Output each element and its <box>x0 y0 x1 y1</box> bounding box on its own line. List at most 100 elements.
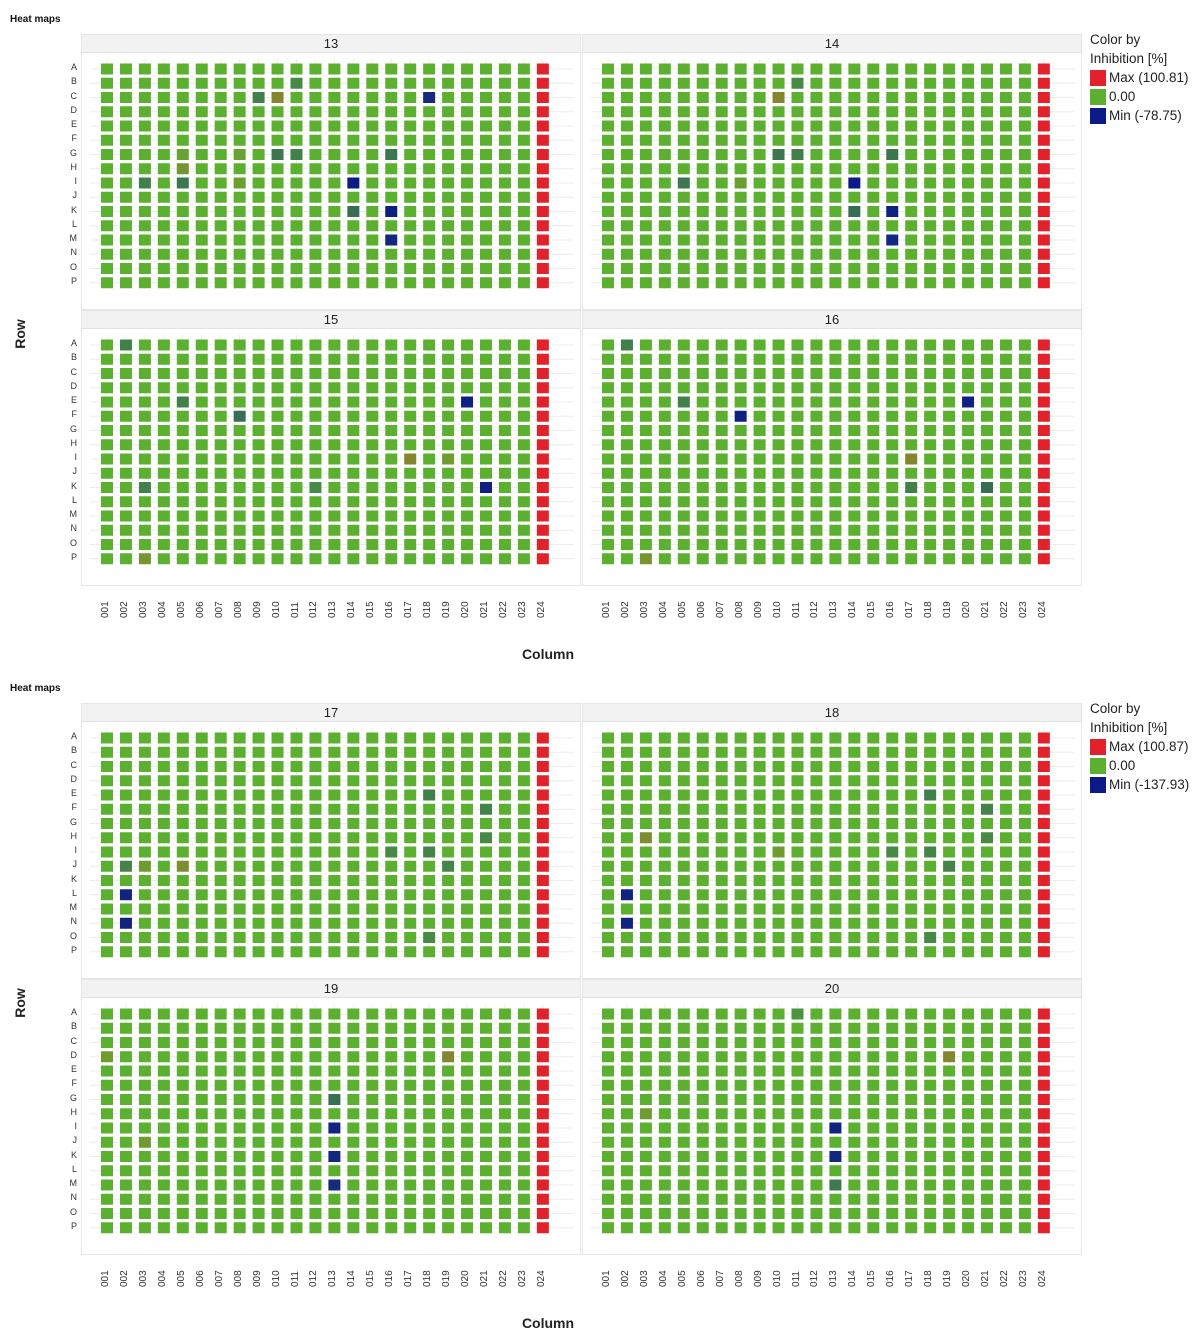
heatmap-cell <box>696 467 709 479</box>
heatmap-cell <box>905 396 918 408</box>
heatmap-cell <box>461 1136 474 1148</box>
heatmap-cell <box>981 946 993 958</box>
heatmap-cell <box>138 818 151 829</box>
heatmap-cell <box>195 482 208 493</box>
heatmap-cell <box>328 860 341 872</box>
heatmap-cell <box>999 524 1012 536</box>
heatmap-cell <box>1018 1193 1031 1205</box>
column-tick-label: 024 <box>535 1270 547 1287</box>
heatmap-cell <box>1018 482 1031 493</box>
heatmap-cell <box>214 832 227 844</box>
heatmap-cell <box>442 789 455 801</box>
heatmap-cell <box>734 803 747 815</box>
heatmap-cell <box>214 234 227 246</box>
heatmap-cell <box>620 1208 633 1219</box>
heatmap-cell <box>696 177 709 189</box>
heatmap-cell <box>886 860 899 872</box>
heatmap-cell <box>753 149 766 160</box>
heatmap-cell <box>101 818 113 829</box>
heatmap-cell <box>696 746 709 758</box>
heatmap-cell <box>696 368 709 379</box>
heatmap-cell <box>999 1179 1012 1191</box>
legend-item-zero: 0.00 <box>1090 756 1202 775</box>
heatmap-cell <box>138 1065 151 1077</box>
heatmap-cell <box>1018 553 1031 565</box>
legend-label-zero: 0.00 <box>1109 758 1136 773</box>
heatmap-cell <box>252 1208 265 1219</box>
column-tick-label: 018 <box>923 601 935 618</box>
heatmap-cell <box>536 467 549 479</box>
heatmap-cell <box>658 163 671 175</box>
heatmap-cell <box>829 63 842 75</box>
heatmap-cell <box>829 932 842 943</box>
heatmap-cell <box>696 339 709 351</box>
heatmap-cell <box>602 496 614 508</box>
heatmap-cell <box>404 732 417 744</box>
heatmap-cell <box>214 1094 227 1105</box>
heatmap-cell <box>981 1051 993 1063</box>
heatmap-cell <box>138 220 151 232</box>
heatmap-cell <box>290 832 303 844</box>
heatmap-cell <box>328 1222 341 1234</box>
heatmap-cell <box>119 846 132 858</box>
column-tick-label: 022 <box>497 1270 509 1287</box>
heatmap-cell <box>1018 353 1031 365</box>
heatmap-cell <box>658 368 671 379</box>
heatmap-cell <box>924 191 937 203</box>
heatmap-cell <box>366 1136 379 1148</box>
heatmap-cell <box>791 539 804 550</box>
heatmap-cell <box>498 77 511 89</box>
heatmap-cell <box>252 789 265 801</box>
heatmap-cell <box>214 1222 227 1234</box>
heatmap-cell <box>981 368 993 379</box>
heatmap-cell <box>602 439 614 451</box>
heatmap-cell <box>157 889 170 901</box>
heatmap-cell <box>1037 761 1050 772</box>
heatmap-cell <box>962 1108 975 1120</box>
column-tick-label: 007 <box>213 601 225 618</box>
heatmap-cell <box>195 1222 208 1234</box>
heatmap-cell <box>658 120 671 132</box>
heatmap-cell <box>347 425 360 436</box>
heatmap-cell <box>176 1108 189 1120</box>
heatmap-cell <box>658 775 671 787</box>
heatmap-cell <box>848 1079 861 1091</box>
heatmap-cell <box>480 453 492 465</box>
heatmap-cell <box>753 410 766 422</box>
heatmap-cell <box>328 846 341 858</box>
heatmap-cell <box>867 860 880 872</box>
heatmap-cell <box>753 818 766 829</box>
heatmap-cell <box>328 134 341 146</box>
heatmap-cell <box>195 1122 208 1134</box>
heatmap-cell <box>999 206 1012 217</box>
heatmap-cell <box>677 1208 690 1219</box>
heatmap-cell <box>536 846 549 858</box>
legend-title-line-1: Color by <box>1090 701 1141 716</box>
heatmap-cell <box>677 92 690 103</box>
row-tick-label: M <box>69 902 78 912</box>
heatmap-cell <box>677 775 690 787</box>
heatmap-cell <box>658 1108 671 1120</box>
heatmap-cell <box>385 1222 398 1234</box>
heatmap-cell <box>848 120 861 132</box>
heatmap-cell <box>753 832 766 844</box>
heatmap-cell <box>385 1065 398 1077</box>
heatmap-cell <box>848 1179 861 1191</box>
heatmap-cell <box>328 875 341 886</box>
heatmap-cell <box>1018 191 1031 203</box>
heatmap-cell <box>734 63 747 75</box>
heatmap-cell <box>480 482 492 493</box>
heatmap-cell <box>176 1079 189 1091</box>
heatmap-cell <box>677 234 690 246</box>
heatmap-cell <box>829 510 842 522</box>
heatmap-cell <box>715 1179 728 1191</box>
heatmap-cell <box>753 339 766 351</box>
heatmap-cell <box>639 177 652 189</box>
heatmap-cell <box>366 775 379 787</box>
heatmap-cell <box>423 191 436 203</box>
heatmap-cell <box>1018 746 1031 758</box>
heatmap-cell <box>905 732 918 744</box>
heatmap-cell <box>715 818 728 829</box>
heatmap-cell <box>461 1151 474 1162</box>
heatmap-cell <box>772 106 785 118</box>
